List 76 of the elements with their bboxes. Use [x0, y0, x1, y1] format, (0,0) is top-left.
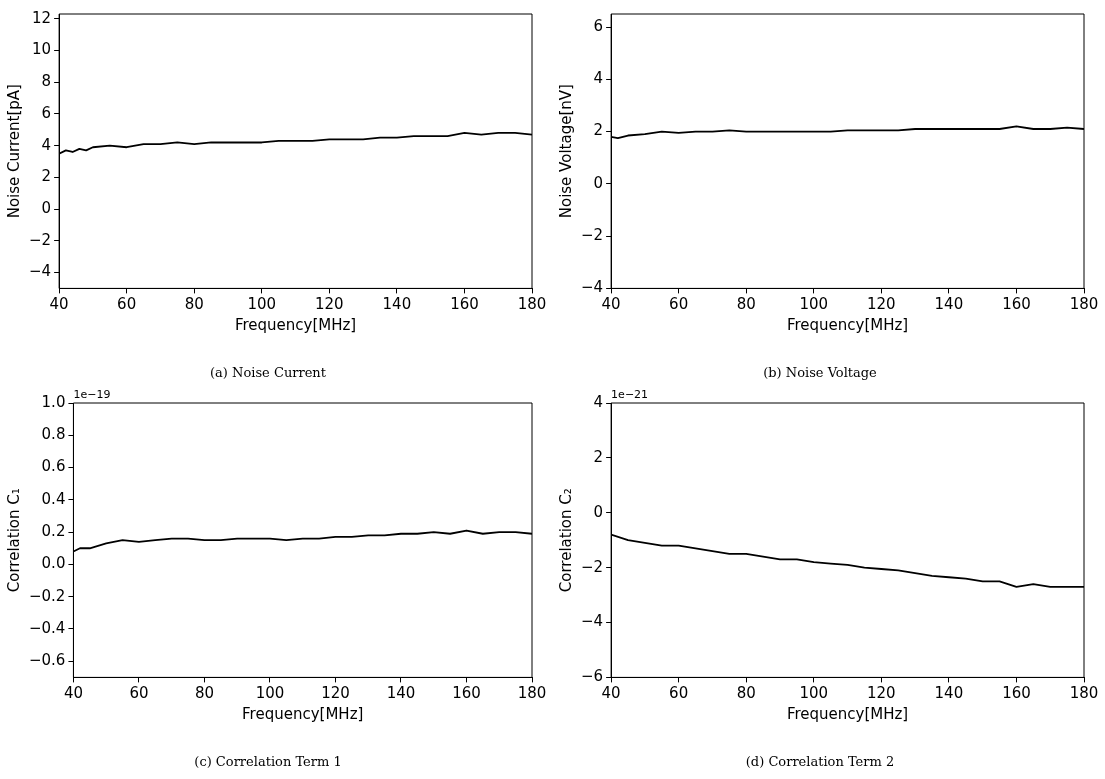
text: (a) Noise Current	[210, 364, 327, 380]
x-tick-label: 80	[736, 684, 756, 703]
y-tick-label: 0.0	[41, 554, 66, 573]
text: (d) Correlation Term 2	[745, 753, 895, 769]
y-tick-label: 4	[593, 392, 604, 411]
text: 1e−19	[73, 388, 111, 402]
x-tick-label: 100	[799, 684, 829, 703]
y-axis-title: Correlation C₁	[4, 488, 23, 593]
x-tick-label: 60	[117, 295, 137, 314]
y-axis-title: Noise Current[pA]	[4, 84, 23, 219]
x-tick-label: 40	[63, 684, 83, 703]
y-axis-title: Noise Voltage[nV]	[556, 84, 575, 219]
y-tick-label: −2	[580, 557, 604, 576]
x-tick-label: 140	[382, 295, 412, 314]
x-tick-label: 120	[315, 295, 344, 314]
y-tick-label: 0.8	[41, 425, 66, 444]
x-tick-label: 60	[129, 684, 149, 703]
y-tick-label: −0.6	[28, 651, 66, 670]
y-tick-label: 6	[593, 16, 604, 35]
x-tick-label: 180	[1069, 295, 1099, 314]
x-tick-label: 160	[1002, 295, 1031, 314]
y-tick-label: 0	[41, 198, 52, 217]
x-tick-label: 80	[194, 684, 214, 703]
y-tick-label: 2	[593, 447, 604, 466]
x-axis-title: Frequency[MHz]	[786, 316, 909, 335]
x-tick-label: 120	[321, 684, 350, 703]
y-tick-label: 0	[593, 502, 604, 521]
y-tick-label: 0.2	[41, 522, 66, 541]
x-tick-label: 40	[601, 684, 621, 703]
y-tick-label: −4	[580, 612, 604, 631]
x-tick-label: 80	[184, 295, 204, 314]
y-tick-label: 2	[41, 167, 52, 186]
text: 1e−21	[611, 388, 649, 402]
y-tick-label: 0	[593, 173, 604, 192]
x-tick-label: 80	[736, 295, 756, 314]
x-tick-label: 180	[517, 295, 547, 314]
x-tick-label: 180	[517, 684, 547, 703]
x-tick-label: 140	[386, 684, 416, 703]
y-tick-label: −0.2	[28, 586, 66, 605]
y-tick-label: 12	[32, 8, 52, 27]
y-tick-label: 1.0	[41, 392, 66, 411]
y-tick-label: 2	[593, 121, 604, 140]
x-tick-label: 40	[601, 295, 621, 314]
x-tick-label: 120	[867, 295, 896, 314]
x-tick-label: 40	[49, 295, 69, 314]
text: (c) Correlation Term 1	[194, 753, 342, 769]
x-axis-title: Frequency[MHz]	[242, 705, 364, 724]
y-tick-label: −2	[580, 226, 604, 245]
x-tick-label: 160	[450, 295, 479, 314]
text: (b) Noise Voltage	[763, 364, 878, 380]
x-tick-label: 140	[934, 684, 964, 703]
y-tick-label: −6	[580, 667, 604, 686]
x-tick-label: 60	[669, 684, 689, 703]
y-tick-label: 8	[41, 72, 52, 91]
x-tick-label: 160	[452, 684, 481, 703]
y-axis-title: Correlation C₂	[556, 488, 575, 593]
y-tick-label: 6	[41, 103, 52, 122]
y-tick-label: −0.4	[28, 618, 66, 637]
y-tick-label: 4	[41, 135, 52, 154]
y-tick-label: 10	[32, 40, 52, 59]
x-axis-title: Frequency[MHz]	[234, 316, 357, 335]
x-tick-label: 100	[247, 295, 277, 314]
x-tick-label: 100	[255, 684, 285, 703]
y-tick-label: −2	[28, 230, 52, 249]
x-tick-label: 60	[669, 295, 689, 314]
y-tick-label: 4	[593, 69, 604, 88]
y-tick-label: 0.4	[41, 489, 66, 508]
x-tick-label: 120	[867, 684, 896, 703]
y-tick-label: −4	[28, 262, 52, 281]
x-tick-label: 180	[1069, 684, 1099, 703]
x-axis-title: Frequency[MHz]	[786, 705, 909, 724]
y-tick-label: 0.6	[41, 457, 66, 476]
x-tick-label: 160	[1002, 684, 1031, 703]
x-tick-label: 140	[934, 295, 964, 314]
y-tick-label: −4	[580, 278, 604, 297]
x-tick-label: 100	[799, 295, 829, 314]
